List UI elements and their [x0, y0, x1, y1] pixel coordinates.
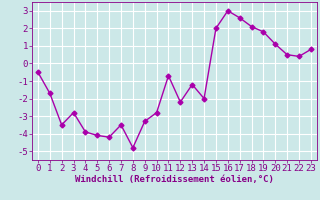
X-axis label: Windchill (Refroidissement éolien,°C): Windchill (Refroidissement éolien,°C): [75, 175, 274, 184]
